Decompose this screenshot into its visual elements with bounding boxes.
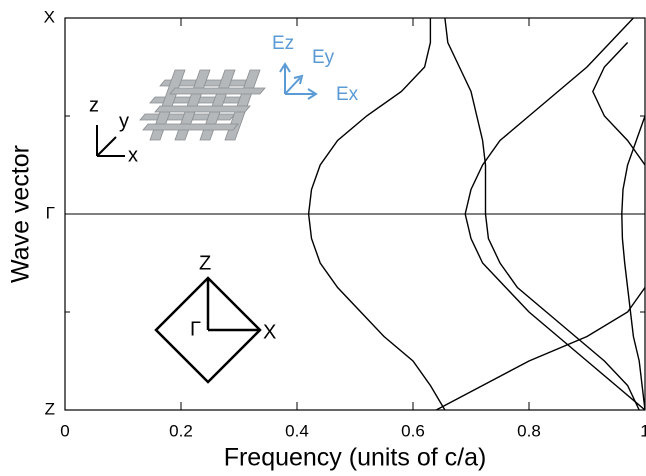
bz-label: Γ [190, 318, 201, 340]
bz-label: X [263, 321, 276, 343]
y-tick-label: Γ [46, 203, 55, 222]
y-axis-label: Wave vector [7, 145, 35, 283]
band-line [436, 288, 645, 411]
chart: Frequency (units of c/a) Wave vector 0 0.… [0, 0, 646, 476]
axis-icon-label: x [128, 144, 138, 166]
field-arrows [280, 64, 316, 99]
field-label: Ex [336, 84, 359, 105]
y-tick-label: Z [45, 399, 55, 418]
brillouin-zone [156, 278, 260, 382]
band-line [593, 43, 645, 166]
bz-label: Z [199, 252, 211, 274]
x-tick-label: 0 [60, 421, 69, 440]
axis-icon-label: y [119, 110, 129, 132]
x-tick-label: 0.2 [169, 421, 193, 440]
x-tick-label: 0.4 [285, 421, 309, 440]
lattice-icon [140, 70, 265, 140]
y-tick-label: X [44, 7, 55, 26]
x-tick-label: 0.6 [401, 421, 425, 440]
field-label: Ey [312, 47, 335, 68]
x-axis-label: Frequency (units of c/a) [224, 444, 487, 472]
axis-icon-label: z [89, 94, 99, 116]
x-tick-label: 1 [640, 421, 646, 440]
field-label: Ez [272, 33, 294, 54]
x-tick-label: 0.8 [517, 421, 541, 440]
